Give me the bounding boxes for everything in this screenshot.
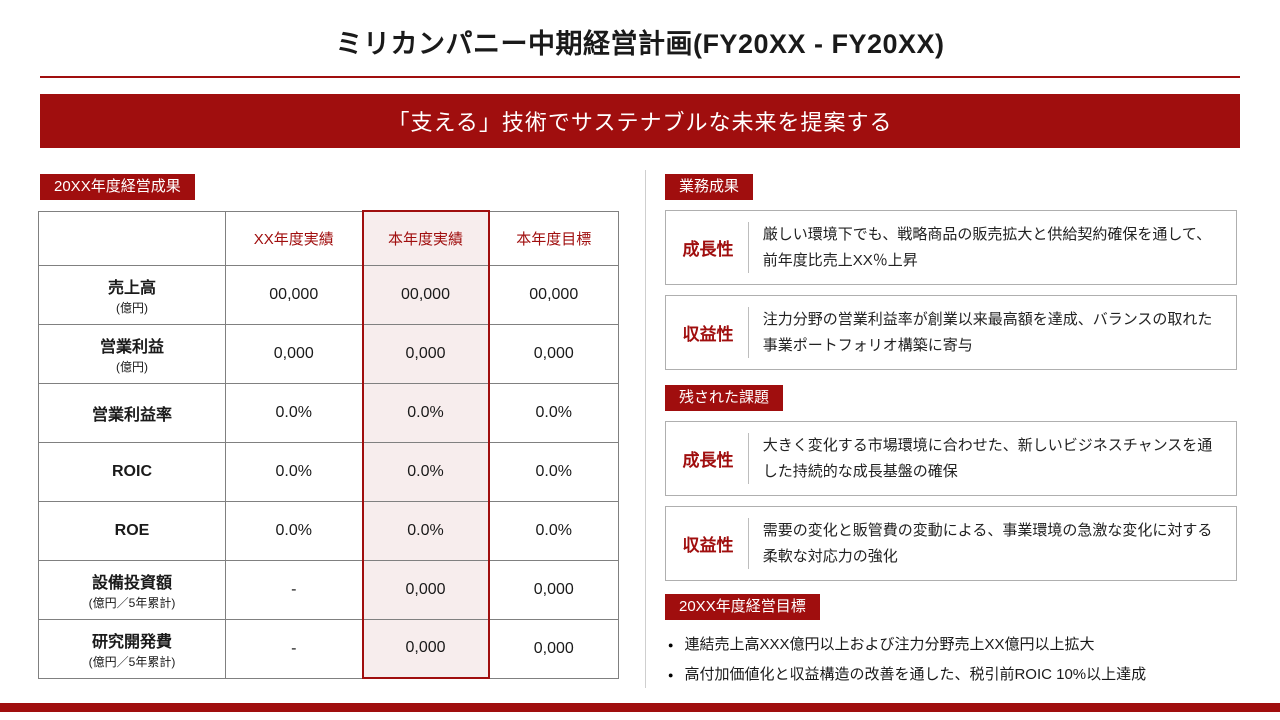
table-cell: 0,000 [488,618,619,679]
table-row: 営業利益 (億円) 0,000 0,000 0,000 [38,323,619,384]
table-cell: 0,000 [488,559,619,620]
page-title: ミリカンパニー中期経営計画(FY20XX - FY20XX) [335,29,945,59]
table-cell: 0.0% [488,441,619,502]
title-divider [40,76,1240,78]
table-cell: 0,000 [488,323,619,384]
result-box-label: 成長性 [682,240,734,259]
row-label: ROE [114,521,150,539]
bottom-bar [0,703,1280,712]
goals-list: ● 連結売上高XXX億円以上および注力分野売上XX億円以上拡大 ● 高付加価値化… [668,636,1238,696]
row-label: 営業利益率 [91,406,172,424]
row-sublabel: (億円) [116,359,148,374]
row-header: 売上高 (億円) [38,264,226,325]
goal-text: 連結売上高XXX億円以上および注力分野売上XX億円以上拡大 [684,636,1095,653]
issue-box-growth: 成長性 大きく変化する市場環境に合わせた、新しいビジネスチャンスを通した持続的な… [665,421,1237,496]
row-header: 営業利益 (億円) [38,323,226,384]
result-box-profitability: 収益性 注力分野の営業利益率が創業以来最高額を達成、バランスの取れた事業ポートフ… [665,295,1237,370]
table-cell: 00,000 [225,264,363,325]
row-header: 設備投資額 (億円／5年累計) [38,559,226,620]
table-row: 設備投資額 (億円／5年累計) - 0,000 0,000 [38,559,619,620]
row-header: 研究開発費 (億円／5年累計) [38,618,226,679]
row-header: 営業利益率 [38,382,226,443]
bullet-icon: ● [668,639,674,650]
section-badge-business-results: 業務成果 [665,174,754,200]
result-box-label: 収益性 [682,325,734,344]
box-divider [748,518,749,569]
issue-box-profitability: 収益性 需要の変化と販管費の変動による、事業環境の急激な変化に対する柔軟な対応力… [665,506,1237,581]
section-badge-financial-results: 20XX年度経営成果 [40,174,195,200]
table-cell-highlighted: 00,000 [361,264,490,325]
table-cell: - [225,559,363,620]
section-badge-management-goals: 20XX年度経営目標 [665,594,820,620]
result-box-text: 注力分野の営業利益率が創業以来最高額を達成、バランスの取れた事業ポートフォリオ構… [762,311,1213,354]
table-cell: 0.0% [488,500,619,561]
table-cell: 0.0% [225,382,363,443]
row-label: 設備投資額 [91,574,172,592]
goal-item: ● 連結売上高XXX億円以上および注力分野売上XX億円以上拡大 [668,636,1238,654]
result-box-growth: 成長性 厳しい環境下でも、戦略商品の販売拡大と供給契約確保を通して、前年度比売上… [665,210,1237,285]
table-row: 研究開発費 (億円／5年累計) - 0,000 0,000 [38,618,619,679]
table-cell-highlighted: 0,000 [361,618,490,679]
table-cell-highlighted: 0.0% [361,441,490,502]
table-cell: 0.0% [488,382,619,443]
slogan-banner: 「支える」技術でサステナブルな未来を提案する [40,94,1240,148]
bullet-icon: ● [668,669,674,680]
table-row: ROIC 0.0% 0.0% 0.0% [38,441,619,502]
table-cell: 0.0% [225,500,363,561]
table-cell: 00,000 [488,264,619,325]
issue-box-text: 需要の変化と販管費の変動による、事業環境の急激な変化に対する柔軟な対応力の強化 [762,522,1213,565]
issue-box-label: 収益性 [682,536,734,555]
vertical-divider [645,170,646,688]
row-sublabel: (億円) [116,300,148,315]
table-cell-highlighted: 0,000 [361,323,490,384]
goal-text: 高付加価値化と収益構造の改善を通した、税引前ROIC 10%以上達成 [684,666,1147,683]
table-cell: 0.0% [225,441,363,502]
box-divider [748,307,749,358]
row-label: ROIC [112,462,152,480]
table-cell-highlighted: 0.0% [361,382,490,443]
table-cell-highlighted: 0,000 [361,559,490,620]
issue-box-label: 成長性 [682,451,734,470]
table-row: ROE 0.0% 0.0% 0.0% [38,500,619,561]
table-row: 売上高 (億円) 00,000 00,000 00,000 [38,264,619,325]
row-sublabel: (億円／5年累計) [88,654,176,669]
goal-item: ● 高付加価値化と収益構造の改善を通した、税引前ROIC 10%以上達成 [668,666,1238,684]
section-badge-remaining-issues: 残された課題 [665,385,784,411]
table-corner-cell [38,210,226,266]
table-header-row: XX年度実績 本年度実績 本年度目標 [38,210,619,266]
row-sublabel: (億円／5年累計) [88,595,176,610]
row-label: 売上高 [107,279,156,297]
table-cell: - [225,618,363,679]
box-divider [748,433,749,484]
table-cell-highlighted: 0.0% [361,500,490,561]
result-box-text: 厳しい環境下でも、戦略商品の販売拡大と供給契約確保を通して、前年度比売上XX％上… [762,226,1212,269]
row-label: 研究開発費 [91,633,172,651]
table-row: 営業利益率 0.0% 0.0% 0.0% [38,382,619,443]
box-divider [748,222,749,273]
row-header: ROE [38,500,226,561]
column-header-highlighted: 本年度実績 [361,210,490,266]
column-header: XX年度実績 [225,210,363,266]
row-header: ROIC [38,441,226,502]
table-cell: 0,000 [225,323,363,384]
issue-box-text: 大きく変化する市場環境に合わせた、新しいビジネスチャンスを通した持続的な成長基盤… [762,437,1213,480]
row-label: 営業利益 [99,338,164,356]
column-header: 本年度目標 [488,210,619,266]
financial-results-table: XX年度実績 本年度実績 本年度目標 売上高 (億円) 00,000 00,00… [38,210,619,679]
